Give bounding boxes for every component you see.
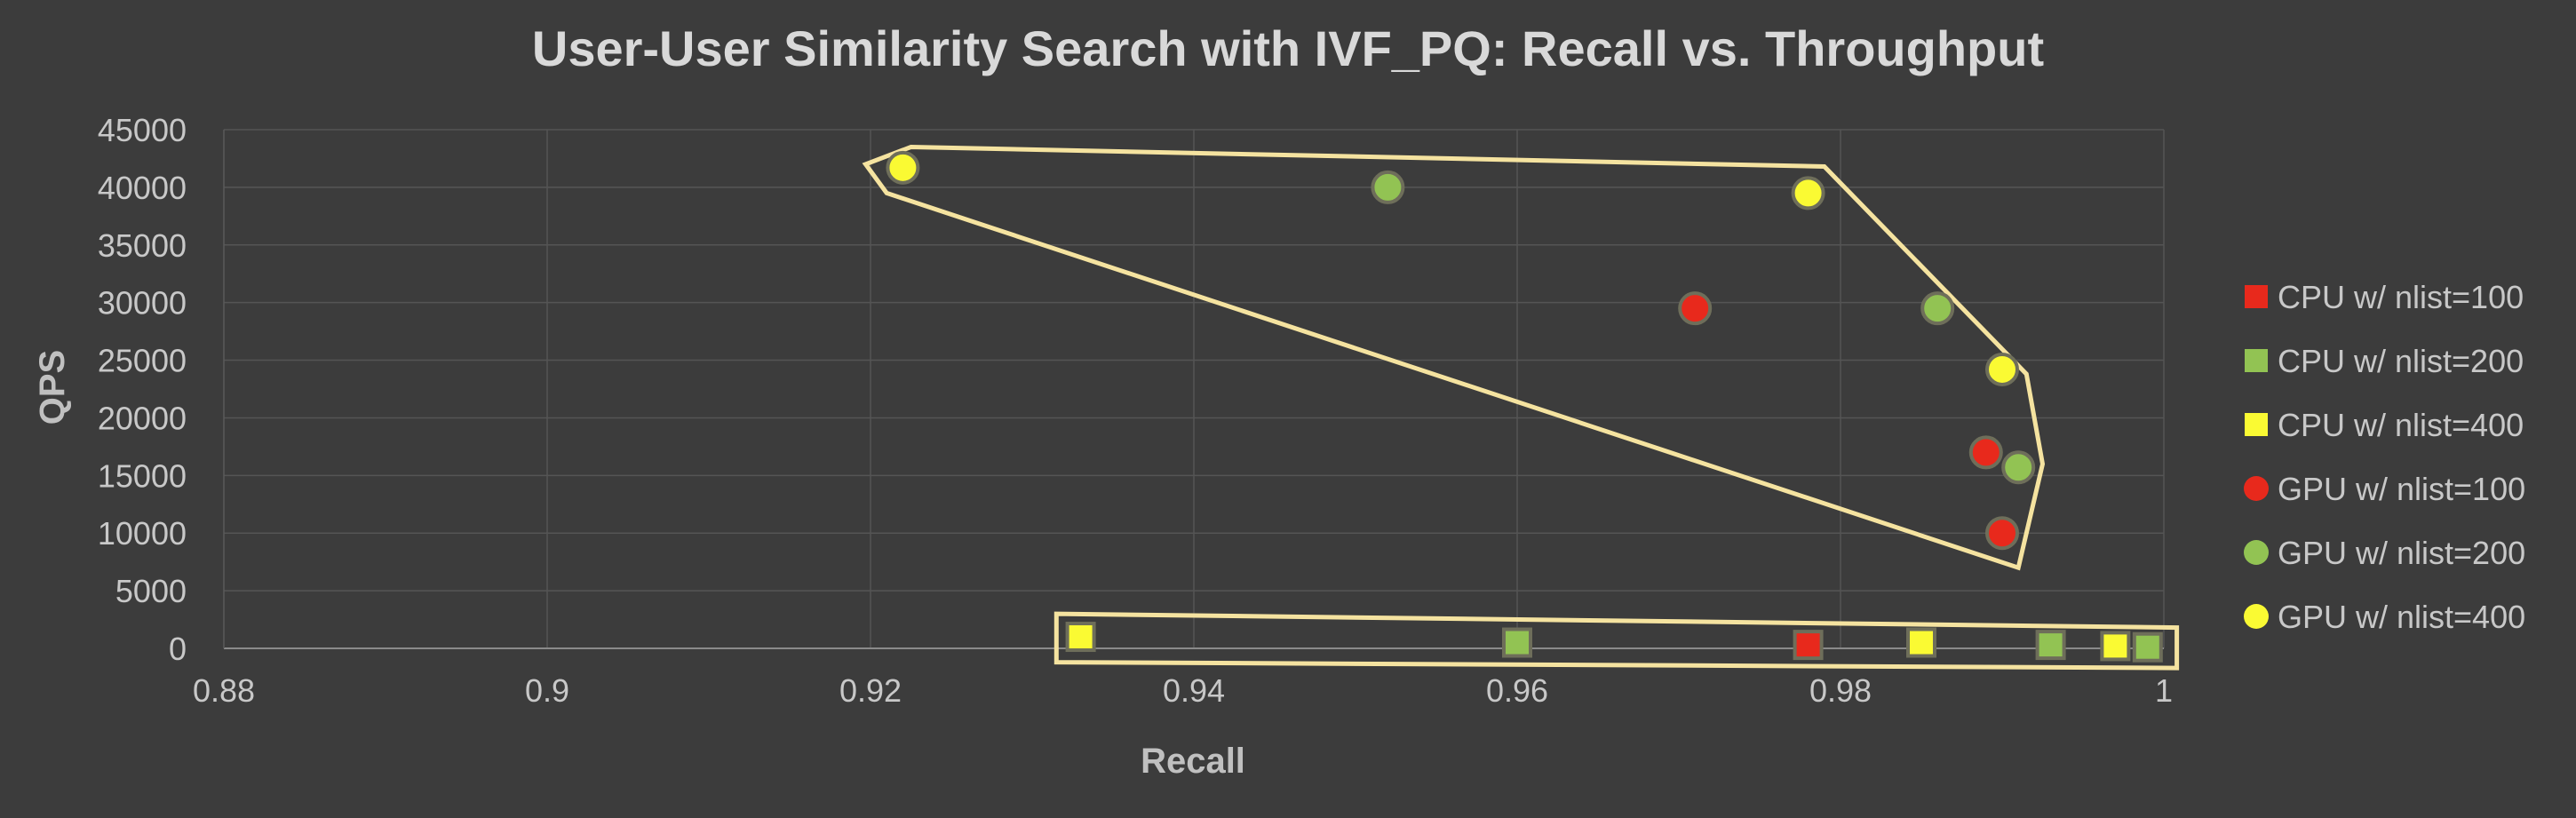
point-gpu-w-nlist-400	[1985, 352, 2019, 386]
legend-marker-gpu-w-nlist-400	[2244, 604, 2269, 629]
y-tick-label: 20000	[98, 400, 187, 436]
grid-lines	[224, 129, 2165, 648]
legend-label-gpu-w-nlist-200: GPU w/ nlist=200	[2278, 535, 2525, 571]
y-tick-label: 15000	[98, 457, 187, 494]
y-tick-labels: 0 5000 10000 15000 20000 25000 30000 35000 40000…	[98, 112, 187, 667]
x-axis-label: Recall	[1141, 742, 1245, 781]
chart-title: User-User Similarity Search with IVF_PQ:…	[532, 20, 2044, 76]
legend-marker-gpu-w-nlist-200	[2244, 540, 2269, 565]
annotation-outlines	[862, 144, 2180, 671]
point-cpu-w-nlist-100	[1793, 630, 1824, 661]
point-cpu-w-nlist-400	[2100, 631, 2131, 662]
gpu-points-outline	[862, 144, 2046, 571]
y-tick-label: 0	[169, 631, 187, 667]
point-gpu-w-nlist-200	[1920, 291, 1955, 326]
point-gpu-w-nlist-100	[1968, 435, 2003, 470]
y-tick-label: 40000	[98, 170, 187, 206]
y-tick-label: 30000	[98, 285, 187, 322]
x-tick-label: 0.96	[1486, 672, 1548, 709]
legend-marker-cpu-w-nlist-100	[2245, 285, 2268, 308]
x-tick-label: 1	[2155, 672, 2173, 709]
point-cpu-w-nlist-400	[1906, 627, 1936, 658]
x-tick-label: 0.98	[1809, 672, 1872, 709]
legend-marker-cpu-w-nlist-200	[2245, 349, 2268, 372]
x-tick-labels: 0.88 0.9 0.92 0.94 0.96 0.98 1	[193, 672, 2173, 709]
legend: CPU w/ nlist=100 CPU w/ nlist=200 CPU w/ n…	[2244, 279, 2525, 635]
legend-label-gpu-w-nlist-400: GPU w/ nlist=400	[2278, 599, 2525, 635]
cpu-points-outline	[1053, 611, 2180, 671]
legend-label-cpu-w-nlist-200: CPU w/ nlist=200	[2278, 343, 2524, 379]
point-cpu-w-nlist-200	[2132, 631, 2163, 663]
point-cpu-w-nlist-200	[2035, 630, 2066, 661]
point-cpu-w-nlist-400	[1065, 622, 1096, 653]
x-tick-label: 0.92	[839, 672, 902, 709]
point-gpu-w-nlist-200	[1371, 170, 1405, 204]
legend-marker-cpu-w-nlist-400	[2245, 413, 2268, 436]
x-tick-label: 0.9	[525, 672, 569, 709]
point-cpu-w-nlist-200	[1502, 627, 1532, 658]
legend-marker-gpu-w-nlist-100	[2244, 476, 2269, 501]
point-gpu-w-nlist-100	[1985, 516, 2019, 551]
data-points	[886, 150, 2163, 663]
legend-label-cpu-w-nlist-400: CPU w/ nlist=400	[2278, 407, 2524, 443]
point-gpu-w-nlist-100	[1678, 291, 1713, 326]
legend-label-cpu-w-nlist-100: CPU w/ nlist=100	[2278, 279, 2524, 315]
point-gpu-w-nlist-400	[1791, 176, 1825, 210]
y-axis-label: QPS	[33, 350, 72, 425]
point-gpu-w-nlist-400	[886, 150, 920, 185]
y-tick-label: 25000	[98, 343, 187, 379]
legend-label-gpu-w-nlist-100: GPU w/ nlist=100	[2278, 471, 2525, 507]
y-tick-label: 10000	[98, 515, 187, 552]
y-tick-label: 35000	[98, 227, 187, 264]
point-gpu-w-nlist-200	[2001, 450, 2036, 485]
y-tick-label: 45000	[98, 112, 187, 148]
axes	[223, 130, 2164, 649]
y-tick-label: 5000	[115, 573, 187, 609]
x-tick-label: 0.88	[193, 672, 255, 709]
x-tick-label: 0.94	[1163, 672, 1225, 709]
